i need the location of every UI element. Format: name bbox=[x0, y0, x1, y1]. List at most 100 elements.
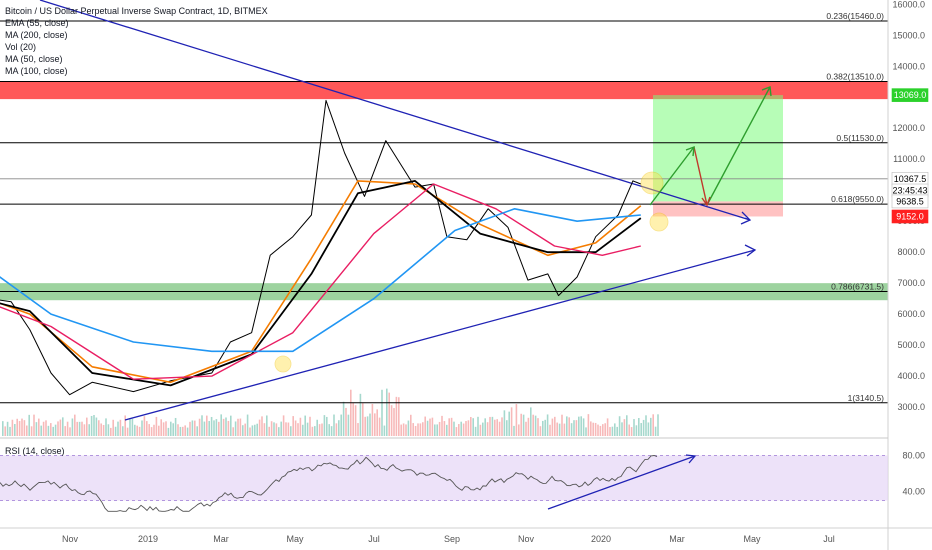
volume-bar bbox=[599, 425, 602, 436]
volume-bar bbox=[266, 415, 268, 436]
volume-bar bbox=[446, 424, 448, 436]
volume-bar bbox=[537, 418, 539, 436]
volume-bar bbox=[482, 422, 484, 436]
volume-bar bbox=[590, 421, 592, 436]
volume-bar bbox=[582, 418, 585, 436]
rsi-line[interactable] bbox=[0, 455, 658, 512]
volume-bar bbox=[110, 427, 112, 436]
volume-bar bbox=[539, 426, 542, 436]
volume-bar bbox=[21, 418, 23, 436]
volume-bar bbox=[105, 418, 107, 436]
indicator-ma50[interactable]: MA (50, close) bbox=[5, 54, 63, 64]
rsi-tick-label: 80.00 bbox=[902, 451, 925, 461]
volume-bar bbox=[587, 414, 590, 436]
projection-arrowhead bbox=[701, 196, 711, 207]
volume-bar bbox=[81, 421, 83, 436]
price-tick-label: 16000.0 bbox=[892, 0, 925, 9]
time-tick-label: 2020 bbox=[591, 534, 611, 544]
volume-bar bbox=[88, 424, 90, 436]
series-line-4[interactable] bbox=[0, 208, 641, 353]
volume-bar bbox=[112, 419, 114, 436]
volume-bar bbox=[585, 427, 587, 436]
volume-bar bbox=[359, 393, 362, 436]
volume-bar bbox=[554, 416, 556, 436]
volume-bar bbox=[654, 426, 657, 436]
volume-bar bbox=[213, 420, 215, 436]
fib-label-5: 1(3140.5) bbox=[848, 393, 885, 403]
volume-bar bbox=[294, 420, 297, 436]
volume-bar bbox=[364, 416, 366, 436]
stop-zone bbox=[653, 201, 783, 217]
volume-bar bbox=[642, 419, 645, 436]
volume-bar bbox=[155, 416, 158, 436]
volume-bar bbox=[474, 426, 477, 436]
volume-bar bbox=[434, 424, 436, 436]
volume-bar bbox=[602, 424, 604, 436]
volume-bar bbox=[486, 422, 489, 436]
indicator-ma100[interactable]: MA (100, close) bbox=[5, 66, 68, 76]
volume-bar bbox=[9, 426, 11, 436]
volume-bar bbox=[362, 403, 364, 436]
volume-bar bbox=[261, 416, 263, 436]
volume-bar bbox=[645, 415, 647, 436]
series-line-1[interactable] bbox=[0, 180, 642, 384]
volume-bar bbox=[45, 420, 47, 436]
volume-bar bbox=[285, 422, 287, 436]
volume-bar bbox=[508, 411, 510, 436]
volume-bar bbox=[71, 418, 74, 436]
volume-bar bbox=[122, 426, 124, 436]
series-line-3[interactable] bbox=[0, 183, 641, 380]
volume-bar bbox=[30, 426, 33, 436]
volume-bar bbox=[287, 422, 290, 436]
volume-bar bbox=[28, 414, 30, 436]
volume-bar bbox=[652, 414, 654, 436]
volume-bar bbox=[86, 417, 88, 436]
series-line-0[interactable] bbox=[0, 99, 641, 396]
volume-bar bbox=[628, 424, 630, 436]
price-tick-label: 8000.0 bbox=[897, 247, 925, 257]
volume-bar bbox=[153, 424, 155, 436]
volume-bar bbox=[520, 413, 522, 436]
volume-bar bbox=[443, 421, 446, 436]
volume-bar bbox=[134, 424, 136, 436]
volume-bar bbox=[357, 423, 359, 436]
indicator-ema55[interactable]: EMA (55, close) bbox=[5, 18, 69, 28]
volume-bar bbox=[347, 414, 350, 436]
volume-bar bbox=[237, 418, 239, 436]
volume-bar bbox=[494, 419, 496, 436]
indicator-vol[interactable]: Vol (20) bbox=[5, 42, 37, 52]
volume-bar bbox=[141, 420, 143, 436]
volume-bar bbox=[472, 418, 474, 436]
volume-bar bbox=[203, 421, 206, 436]
time-tick-label: Mar bbox=[669, 534, 685, 544]
volume-bar bbox=[102, 424, 105, 436]
volume-bar bbox=[306, 422, 309, 436]
volume-bar bbox=[33, 414, 35, 436]
volume-bar bbox=[309, 416, 311, 436]
volume-bar bbox=[484, 418, 486, 436]
price-tick-label: 14000.0 bbox=[892, 61, 925, 71]
volume-bar bbox=[189, 421, 191, 436]
volume-bar bbox=[177, 424, 179, 436]
indicator-ma200[interactable]: MA (200, close) bbox=[5, 30, 68, 40]
price-tag-text-1: 10367.5 bbox=[894, 174, 927, 184]
volume-bar bbox=[196, 426, 198, 436]
volume-bar bbox=[198, 418, 201, 436]
volume-bar bbox=[405, 424, 407, 436]
series-line-2[interactable] bbox=[0, 179, 642, 387]
volume-bar bbox=[52, 426, 54, 436]
volume-bar bbox=[225, 417, 227, 436]
fib-label-3: 0.618(9550.0) bbox=[831, 194, 884, 204]
volume-bar bbox=[138, 426, 141, 436]
volume-bar bbox=[556, 422, 558, 436]
volume-bar bbox=[614, 423, 616, 436]
volume-bar bbox=[146, 421, 148, 436]
volume-bar bbox=[386, 388, 388, 436]
volume-bar bbox=[470, 416, 472, 436]
rsi-legend[interactable]: RSI (14, close) bbox=[5, 446, 65, 456]
volume-bar bbox=[95, 417, 98, 436]
volume-bar bbox=[90, 415, 93, 436]
volume-bar bbox=[93, 415, 95, 436]
volume-bar bbox=[400, 424, 402, 436]
